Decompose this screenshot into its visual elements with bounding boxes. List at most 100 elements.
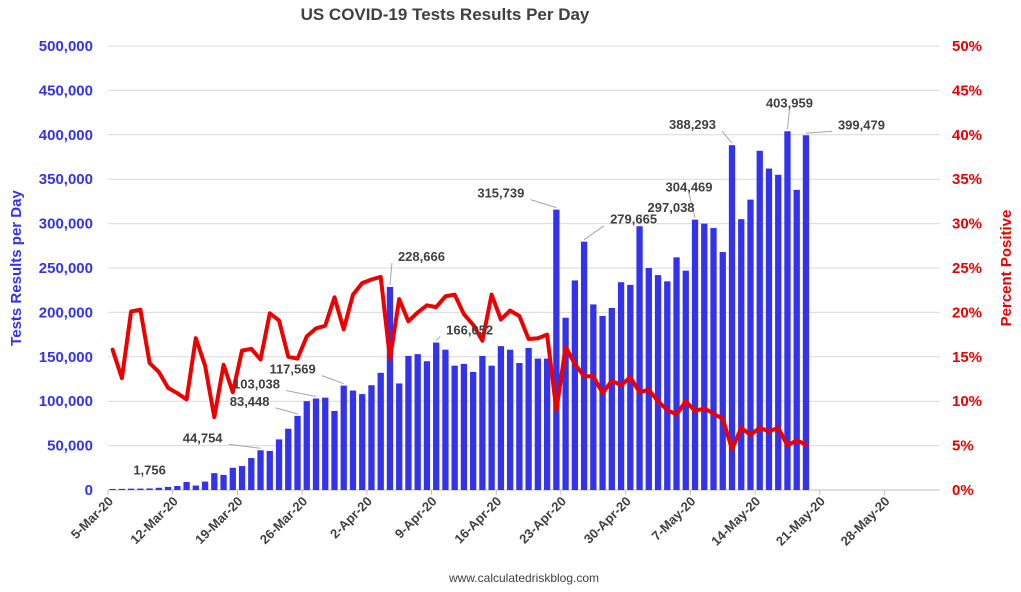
bar (294, 415, 301, 490)
bar (266, 450, 273, 490)
annotation-leader (435, 336, 441, 341)
data-label: 103,038 (233, 377, 280, 392)
bar (322, 397, 329, 490)
bar-series (109, 131, 810, 491)
x-tick-label: 12-Mar-20 (127, 494, 181, 548)
bar (164, 486, 172, 490)
annotation-leader (389, 262, 393, 285)
data-label: 83,448 (230, 394, 270, 409)
bar (793, 189, 800, 490)
x-tick-label: 19-Mar-20 (192, 494, 246, 548)
data-label: 388,293 (669, 117, 716, 132)
y-tick-label: 300,000 (39, 216, 93, 233)
data-label: 315,739 (477, 186, 524, 201)
bar (506, 349, 514, 490)
bar (312, 398, 320, 490)
bar (248, 458, 255, 490)
bar (146, 488, 153, 490)
bar (303, 401, 310, 490)
bar (257, 450, 264, 490)
y-tick-label: 400,000 (39, 127, 93, 144)
bar (127, 488, 135, 490)
y2-tick-label: 0% (952, 482, 974, 499)
y2-tick-label: 40% (952, 127, 982, 144)
y2-tick-label: 5% (952, 438, 974, 455)
bar (220, 474, 227, 490)
bar (562, 317, 569, 490)
x-axis-ticks: 5-Mar-20 12-Mar-20 19-Mar-20 26-Mar-20 2-Apr… (68, 494, 893, 549)
y2-tick-label: 30% (952, 216, 982, 233)
annotation-leader (275, 407, 298, 415)
bar (423, 361, 431, 490)
x-tick-label: 14-May-20 (708, 494, 763, 549)
left-axis-ticks: 0 50,000 100,000 150,000 200,000 250,000 300,0… (39, 38, 93, 499)
y-tick-label: 450,000 (39, 82, 93, 99)
x-tick-label: 21-May-20 (773, 494, 828, 549)
annotation-leader (786, 109, 790, 130)
bar (201, 481, 209, 490)
bar (590, 304, 597, 490)
chart-title: US COVID-19 Tests Results Per Day (301, 5, 590, 24)
y-tick-label: 500,000 (39, 38, 93, 55)
bar (599, 315, 606, 490)
right-axis-ticks: 0% 5% 10% 15% 20% 25% 30% 35% 40% 45% 50% (952, 38, 982, 499)
data-label: 403,959 (766, 95, 813, 110)
bar (238, 466, 246, 490)
bar (701, 223, 708, 490)
y-tick-label: 100,000 (39, 393, 93, 410)
data-label: 228,666 (398, 249, 445, 264)
annotation-leader (321, 375, 344, 385)
bar (525, 347, 532, 490)
bar (377, 372, 384, 490)
y2-tick-label: 25% (952, 260, 982, 277)
bar (183, 482, 190, 490)
y-tick-label: 250,000 (39, 260, 93, 277)
bar (451, 365, 458, 490)
x-tick-label: 5-Mar-20 (68, 494, 116, 542)
annotation-leader (285, 390, 317, 397)
bar (192, 485, 199, 490)
bar (359, 394, 366, 490)
x-tick-label: 30-Apr-20 (581, 494, 634, 547)
annotation-leader (805, 130, 832, 134)
data-label: 44,754 (183, 430, 224, 445)
bar (673, 257, 680, 490)
annotation-leaders (228, 109, 832, 449)
bar (728, 145, 736, 491)
bar (775, 174, 782, 490)
bar (645, 268, 652, 490)
data-label: 399,479 (838, 117, 885, 132)
y-tick-label: 0 (85, 482, 93, 499)
bar (349, 390, 357, 490)
annotation-leader (228, 443, 261, 449)
bar (460, 363, 468, 490)
y-tick-label: 50,000 (47, 438, 93, 455)
bar (664, 281, 671, 490)
bar (608, 307, 615, 490)
x-tick-label: 23-Apr-20 (516, 494, 569, 547)
annotation-leader (530, 199, 557, 209)
bar (553, 209, 560, 490)
bar (275, 439, 283, 490)
y2-tick-label: 35% (952, 171, 982, 188)
y2-tick-label: 50% (952, 38, 982, 55)
bar (802, 135, 810, 491)
bar (368, 385, 375, 490)
bar (636, 226, 643, 490)
data-label: 304,469 (666, 180, 713, 195)
y-axis-label: Tests Results per Day (8, 190, 25, 346)
bar (479, 355, 486, 490)
bar (784, 131, 791, 490)
gridlines (107, 45, 940, 495)
data-label: 279,665 (610, 212, 657, 227)
bar (414, 354, 421, 490)
y-tick-label: 350,000 (39, 171, 93, 188)
bar (497, 346, 505, 490)
bar (488, 365, 495, 490)
annotation-leader (639, 214, 643, 225)
bar (747, 199, 754, 490)
x-tick-label: 9-Apr-20 (392, 494, 440, 542)
bar (756, 150, 763, 490)
bar (405, 355, 412, 490)
